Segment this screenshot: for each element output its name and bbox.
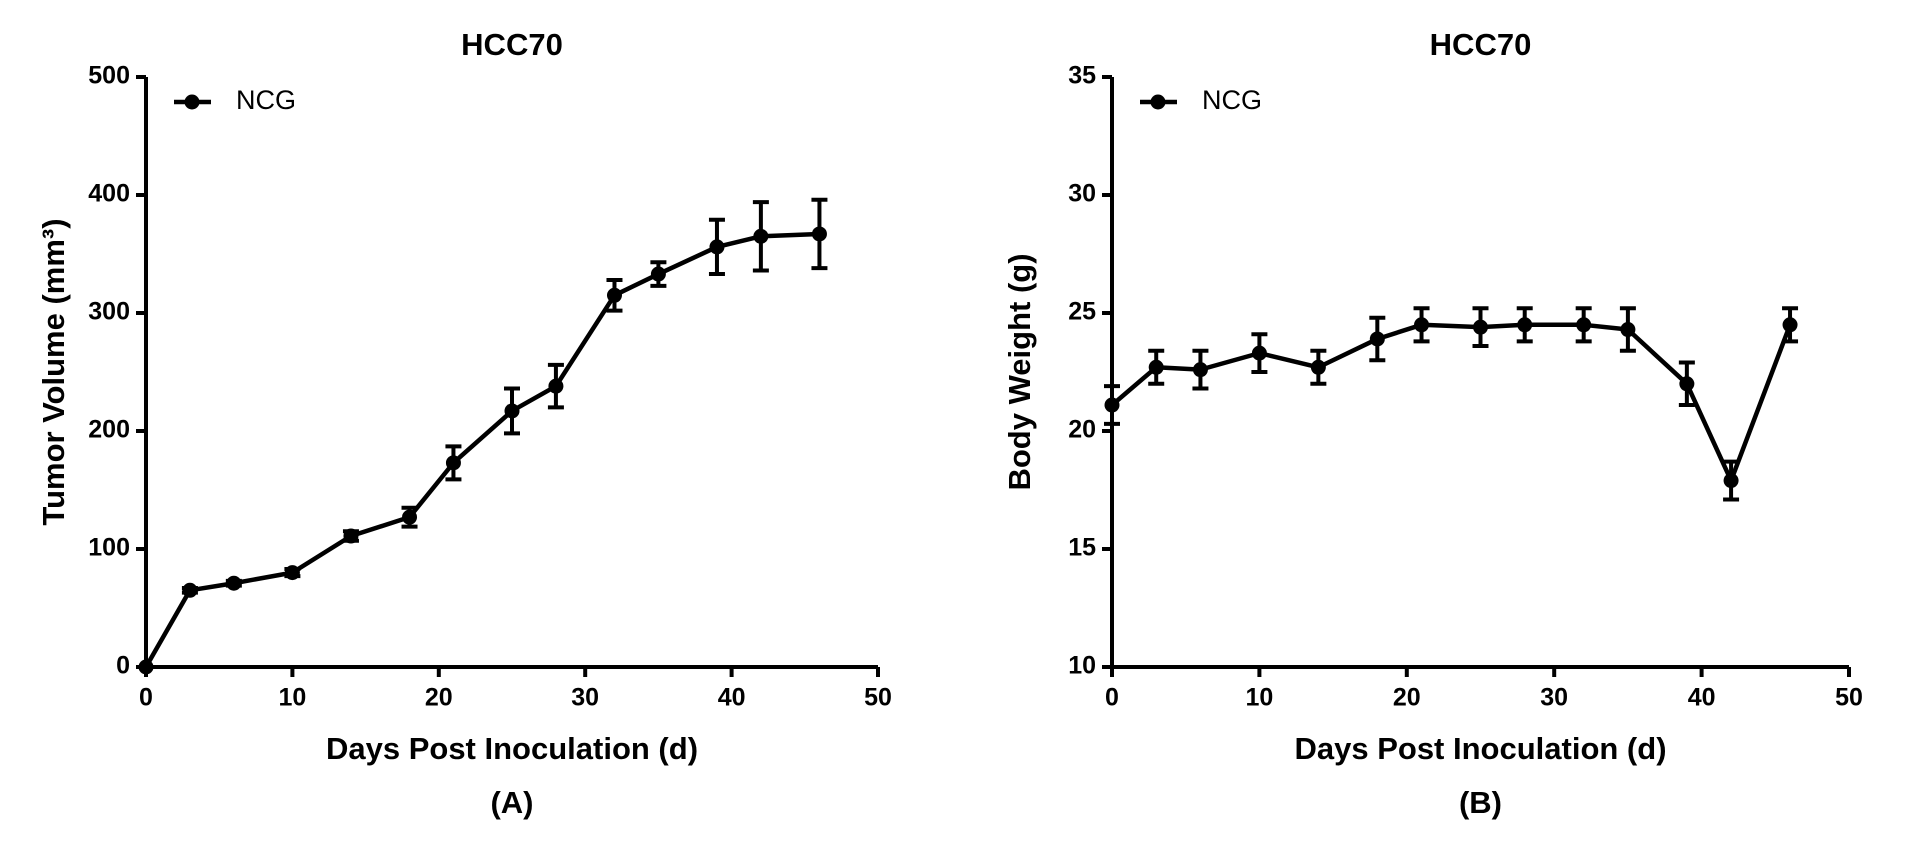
- x-tick-label: 30: [1540, 684, 1568, 712]
- y-tick-label: 100: [88, 534, 130, 562]
- data-point: [1473, 319, 1488, 335]
- y-tick-label: 10: [1068, 652, 1096, 680]
- data-point: [1517, 317, 1533, 333]
- data-point: [1310, 359, 1326, 375]
- x-tick-label: 50: [864, 684, 892, 712]
- data-point: [1104, 397, 1120, 413]
- data-point: [1369, 331, 1385, 347]
- data-point: [1723, 473, 1739, 489]
- data-point: [343, 528, 359, 544]
- data-point: [504, 403, 520, 419]
- x-tick-label: 40: [718, 684, 746, 712]
- legend-label: NCG: [1202, 85, 1262, 115]
- x-tick-label: 10: [278, 684, 306, 712]
- caption: (B): [1459, 785, 1502, 820]
- data-point: [709, 239, 725, 255]
- caption: (A): [490, 785, 533, 820]
- data-point: [650, 266, 666, 282]
- x-tick-label: 50: [1835, 684, 1863, 712]
- y-tick-label: 500: [88, 62, 130, 90]
- y-tick-label: 200: [88, 416, 130, 444]
- data-line: [144, 231, 820, 669]
- data-point: [1414, 317, 1430, 333]
- x-tick-label: 20: [425, 684, 453, 712]
- data-point: [1620, 322, 1636, 338]
- y-tick-label: 15: [1068, 534, 1096, 562]
- data-point: [226, 575, 242, 591]
- y-tick-label: 300: [88, 298, 130, 326]
- data-line: [1110, 322, 1793, 483]
- y-tick-label: 400: [88, 180, 130, 208]
- x-tick-label: 40: [1688, 684, 1716, 712]
- y-tick-label: 30: [1068, 180, 1096, 208]
- legend-marker: [184, 94, 200, 110]
- data-point: [1192, 362, 1208, 378]
- legend-marker: [1150, 94, 1166, 110]
- data-point: [1576, 317, 1592, 333]
- x-tick-label: 0: [1105, 684, 1119, 712]
- data-point: [1251, 345, 1267, 361]
- data-point: [284, 565, 300, 581]
- y-tick-label: 35: [1068, 62, 1096, 90]
- y-tick-label: 20: [1068, 416, 1096, 444]
- data-point: [445, 455, 461, 471]
- x-axis-label: Days Post Inoculation (d): [326, 731, 698, 766]
- legend-label: NCG: [236, 85, 296, 115]
- y-tick-label: 0: [116, 652, 130, 680]
- y-tick-label: 25: [1068, 298, 1096, 326]
- x-tick-label: 30: [571, 684, 599, 712]
- chart-title: HCC70: [461, 27, 563, 62]
- data-point: [548, 378, 564, 394]
- y-axis-label: Body Weight (g): [1002, 253, 1037, 490]
- data-point: [753, 228, 769, 244]
- data-point: [402, 509, 418, 525]
- data-point: [1782, 317, 1798, 333]
- x-tick-label: 10: [1245, 684, 1273, 712]
- chart-title: HCC70: [1430, 27, 1532, 62]
- x-tick-label: 0: [139, 684, 153, 712]
- data-point: [1148, 359, 1164, 375]
- data-point: [606, 287, 622, 303]
- x-axis-label: Days Post Inoculation (d): [1294, 731, 1666, 766]
- data-point: [1679, 376, 1695, 392]
- data-point: [182, 582, 198, 598]
- x-tick-label: 20: [1393, 684, 1421, 712]
- data-point: [811, 226, 827, 242]
- y-axis-label: Tumor Volume (mm³): [36, 218, 71, 525]
- data-point: [138, 659, 154, 675]
